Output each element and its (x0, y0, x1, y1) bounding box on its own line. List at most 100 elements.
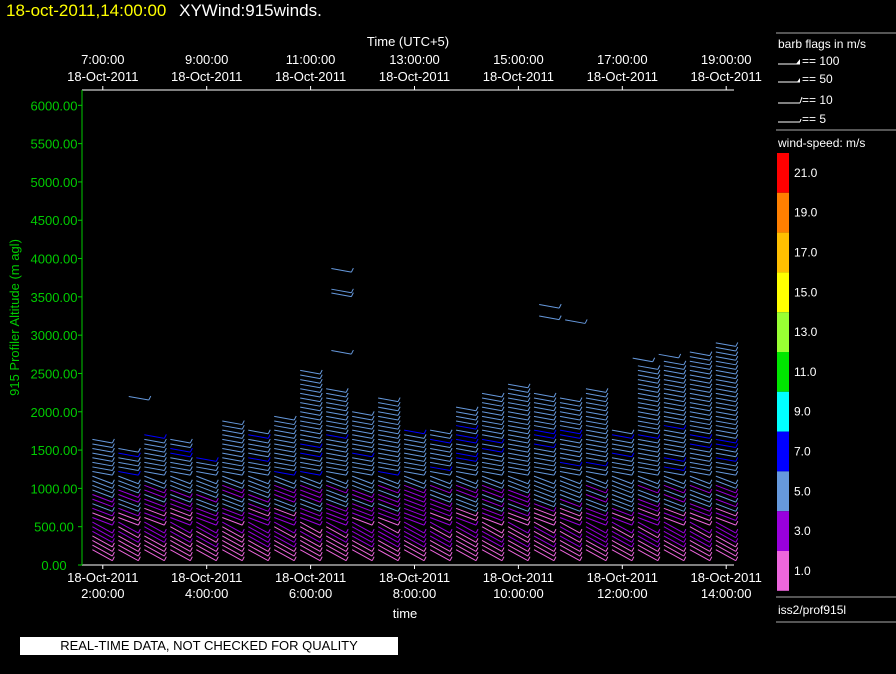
barb-flag (735, 397, 739, 402)
barb-shaft (507, 471, 529, 476)
wind-barb (585, 494, 609, 503)
wind-barb (715, 503, 739, 512)
wind-barb (274, 507, 297, 517)
barb-shaft (170, 544, 191, 557)
barb-shaft (326, 452, 347, 458)
barb-shaft (326, 429, 347, 435)
wind-barb (429, 475, 453, 485)
wind-barb (144, 434, 167, 439)
wind-barb (377, 494, 401, 503)
barb-shaft (326, 392, 347, 398)
wind-barb (144, 521, 167, 534)
barb-flag (423, 556, 427, 561)
barb-shaft (92, 503, 113, 512)
barb-shaft (378, 429, 399, 435)
wind-barb (455, 470, 479, 476)
wind-barb (273, 530, 297, 543)
barb-shaft (274, 438, 295, 444)
barb-shaft (585, 549, 607, 562)
barb-shaft (274, 448, 295, 453)
barb-shaft (559, 425, 581, 430)
wind-barb (248, 526, 271, 539)
barb-flag (631, 551, 635, 557)
barb-flag (709, 397, 713, 402)
barb-shaft (326, 411, 347, 416)
wind-barb (144, 438, 167, 444)
barb-flag (579, 434, 583, 439)
title-date-time: 18-oct-2011,14:00:00 (6, 1, 167, 20)
barb-shaft (663, 369, 684, 375)
barb-flag (319, 420, 323, 425)
barb-flag (449, 556, 453, 561)
barb-shaft (351, 530, 373, 543)
barb-shaft (196, 489, 217, 498)
wind-barb (689, 447, 713, 453)
wind-barb (300, 480, 323, 489)
wind-barb (248, 494, 271, 503)
barb-shaft (533, 411, 555, 416)
barb-shaft (533, 526, 555, 539)
wind-barb (351, 507, 375, 517)
barb-flag (293, 556, 297, 561)
barb-shaft (325, 503, 347, 512)
wind-barb (352, 411, 375, 416)
barb-shaft (170, 466, 191, 472)
barb-flag (345, 424, 349, 430)
wind-barb (222, 470, 245, 476)
barb-flag (319, 551, 323, 557)
barb-flag (449, 551, 453, 557)
barb-shaft (118, 540, 139, 552)
wind-barb (429, 512, 453, 521)
barb-flag (683, 415, 687, 421)
wind-barb (715, 392, 739, 398)
wind-barb (300, 434, 323, 439)
wind-barb (248, 443, 271, 449)
barb-shaft (351, 503, 373, 512)
barb-flag (501, 551, 505, 557)
wind-barb (351, 512, 375, 521)
barb-flag (579, 542, 583, 548)
barb-flag (558, 303, 562, 309)
wind-barb (404, 461, 427, 467)
barb-shaft (351, 521, 373, 534)
barb-shaft (248, 457, 269, 462)
barb-shaft (248, 489, 269, 498)
barb-flag (397, 443, 401, 448)
barb-shaft (351, 512, 373, 521)
barb-flag (501, 520, 505, 526)
barb-shaft (455, 517, 477, 526)
wind-barb (274, 434, 297, 439)
barb-flag (163, 438, 167, 444)
barb-shaft (300, 489, 321, 498)
wind-barb (351, 484, 375, 494)
barb-flag (553, 556, 557, 561)
barb-flag (163, 538, 167, 543)
wind-barb (689, 374, 713, 380)
wind-barb (481, 457, 505, 462)
wind-barb (663, 447, 687, 453)
wind-barb (144, 457, 167, 462)
barb-flag (423, 484, 427, 489)
wind-barb (507, 429, 531, 435)
barb-shaft (637, 392, 658, 398)
barb-flag (475, 434, 479, 439)
wind-barb (637, 544, 661, 557)
barb-flag (605, 538, 609, 543)
barb-shaft (196, 507, 217, 517)
barb-flag (137, 538, 141, 543)
barb-shaft (222, 438, 243, 444)
barb-shaft (455, 503, 477, 512)
wind-barb (325, 503, 349, 512)
wind-barb (455, 475, 479, 485)
wind-barb (378, 457, 401, 462)
wind-barb (715, 544, 739, 557)
barb-shaft (507, 452, 529, 458)
wind-barb (144, 475, 167, 485)
barb-flag (163, 556, 167, 561)
barb-flag (293, 528, 297, 534)
barb-shaft (637, 452, 658, 458)
barb-shaft (248, 517, 269, 526)
barb-shaft (585, 475, 607, 485)
barb-flag (345, 533, 349, 538)
barb-shaft (663, 526, 685, 539)
